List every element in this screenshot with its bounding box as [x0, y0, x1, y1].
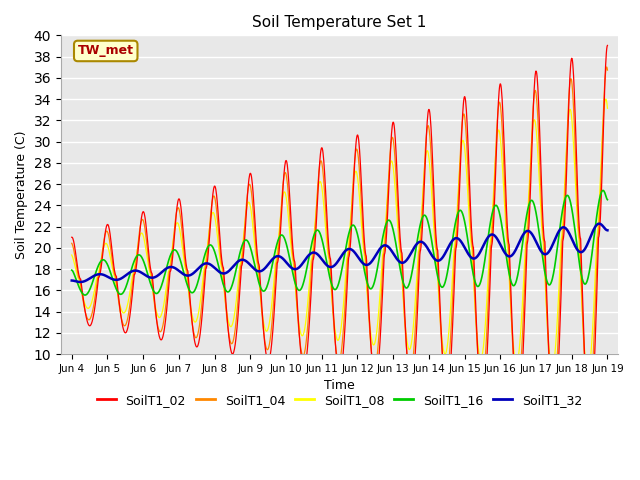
X-axis label: Time: Time	[324, 379, 355, 393]
Text: TW_met: TW_met	[77, 45, 134, 58]
Title: Soil Temperature Set 1: Soil Temperature Set 1	[252, 15, 427, 30]
Legend: SoilT1_02, SoilT1_04, SoilT1_08, SoilT1_16, SoilT1_32: SoilT1_02, SoilT1_04, SoilT1_08, SoilT1_…	[92, 389, 588, 412]
Y-axis label: Soil Temperature (C): Soil Temperature (C)	[15, 131, 28, 259]
